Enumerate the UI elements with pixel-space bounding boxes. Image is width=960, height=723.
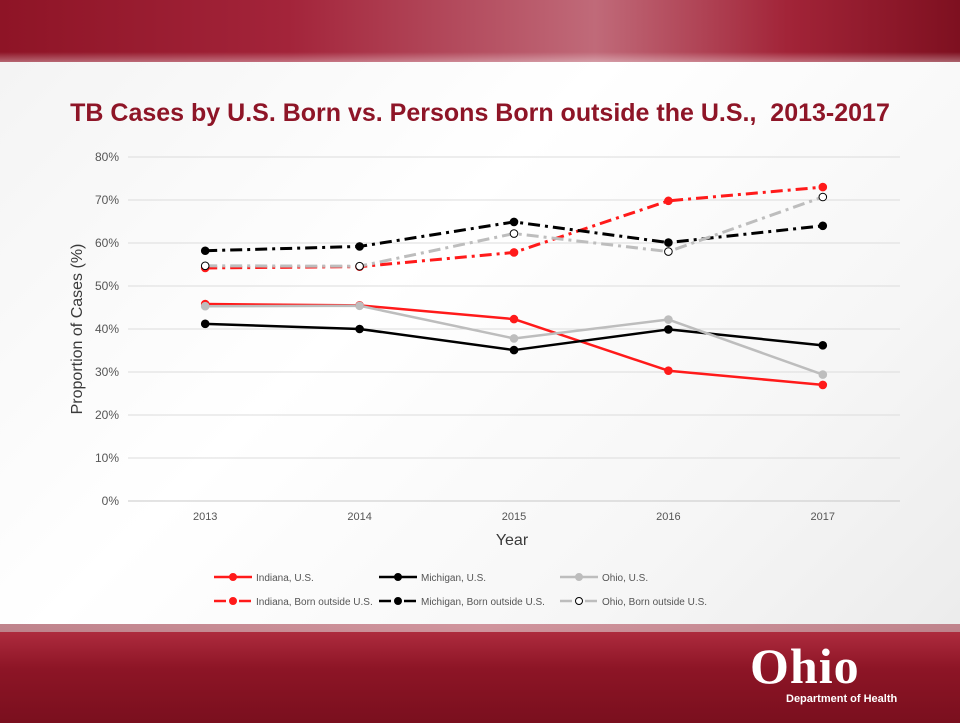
x-axis-tick-labels: 2013 2014 2015 2016 2017: [193, 511, 835, 523]
data-point: [818, 341, 828, 350]
chart-gridlines: [128, 156, 900, 502]
legend-entry-label: Michigan, U.S.: [421, 573, 486, 584]
x-tick-label: 2017: [811, 511, 835, 523]
legend-entry-label: Michigan, Born outside U.S.: [421, 597, 545, 608]
legend-swatch-marker: [575, 597, 583, 605]
data-point: [818, 221, 828, 231]
data-point: [355, 301, 364, 311]
data-point: [200, 246, 210, 256]
legend-swatch-marker: [575, 573, 583, 581]
legend-entry-label: Ohio, Born outside U.S.: [602, 597, 707, 608]
data-point: [200, 319, 210, 329]
slide-title: TB Cases by U.S. Born vs. Persons Born o…: [70, 99, 890, 127]
header-banner: [0, 0, 960, 62]
data-point: [200, 261, 210, 271]
y-tick-label: 20%: [95, 408, 119, 422]
data-point: [664, 315, 673, 324]
logo-subtitle: Department of Health: [786, 693, 898, 705]
data-point: [355, 242, 364, 251]
y-tick-label: 60%: [95, 236, 119, 250]
x-tick-label: 2014: [347, 511, 371, 523]
x-tick-label: 2016: [656, 511, 680, 523]
data-point: [509, 217, 519, 227]
legend-swatch-marker: [229, 597, 237, 605]
data-point: [509, 345, 519, 355]
footer-banner: [0, 624, 960, 723]
y-tick-label: 10%: [95, 451, 119, 465]
y-axis-label: Proportion of Cases (%): [69, 244, 86, 415]
data-point: [355, 261, 364, 271]
legend-entry-label: Indiana, Born outside U.S.: [256, 597, 373, 608]
legend-swatch-marker: [229, 573, 237, 581]
data-point: [818, 192, 828, 202]
series-line: [205, 195, 824, 268]
logo-wordmark: Ohio: [750, 638, 860, 694]
data-point: [509, 248, 519, 257]
data-point: [664, 196, 673, 206]
data-point: [818, 380, 828, 390]
data-point: [200, 301, 210, 311]
chart-series-points: [200, 182, 828, 390]
x-tick-label: 2015: [502, 511, 526, 523]
y-tick-label: 30%: [95, 365, 119, 379]
legend-entry-label: Indiana, U.S.: [256, 573, 314, 584]
ohio-department-of-health-logo: Ohio Department of Health: [736, 638, 936, 715]
legend-swatch-marker: [394, 573, 402, 581]
data-point: [509, 334, 519, 343]
data-point: [355, 324, 364, 334]
y-tick-label: 50%: [95, 279, 119, 293]
data-point: [664, 325, 673, 334]
data-point: [664, 247, 673, 256]
x-tick-label: 2013: [193, 511, 217, 523]
x-axis-label: Year: [496, 532, 529, 549]
data-point: [509, 314, 519, 324]
legend-entry-label: Ohio, U.S.: [602, 573, 648, 584]
y-tick-label: 40%: [95, 322, 119, 336]
y-axis-tick-labels: 0% 10% 20% 30% 40% 50% 60% 70% 80%: [95, 150, 119, 508]
chart-legend: Indiana, U.S. Michigan, U.S. Ohio, U.S. Ind…: [214, 573, 707, 608]
y-tick-label: 70%: [95, 193, 119, 207]
data-point: [818, 182, 828, 192]
data-point: [818, 370, 828, 379]
data-point: [664, 238, 673, 247]
data-point: [664, 366, 673, 376]
y-tick-label: 0%: [102, 494, 120, 508]
data-point: [509, 229, 519, 238]
y-tick-label: 80%: [95, 150, 119, 164]
legend-swatch-marker: [394, 597, 402, 605]
